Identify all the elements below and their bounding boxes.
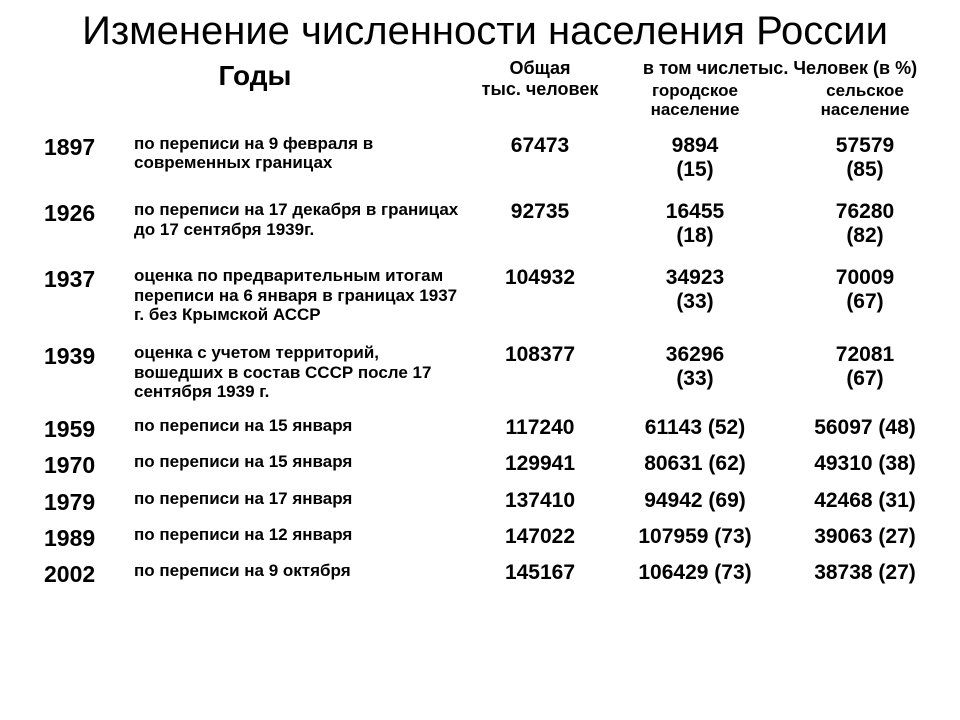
page-title: Изменение численности населения России <box>40 8 930 54</box>
cell-rural: 72081 (67) <box>780 333 950 410</box>
header-rural: сельское население <box>780 79 950 124</box>
cell-rural: 70009 (67) <box>780 256 950 333</box>
cell-year: 2002 <box>40 555 130 591</box>
cell-urban: 9894 (15) <box>610 124 780 190</box>
cell-total: 108377 <box>470 333 610 410</box>
header-split: в том числетыс. Человек (в %) <box>610 58 950 79</box>
cell-desc: оценка с учетом территорий, вошедших в с… <box>130 333 470 410</box>
table-body-bottom: 1959 по переписи на 15 января 117240 611… <box>40 410 950 592</box>
cell-total: 117240 <box>470 410 610 446</box>
cell-year: 1959 <box>40 410 130 446</box>
cell-urban: 107959 (73) <box>610 519 780 555</box>
cell-desc: по переписи на 15 января <box>130 446 470 482</box>
cell-desc: по переписи на 9 октября <box>130 555 470 591</box>
cell-total: 92735 <box>470 190 610 256</box>
header-urban: городское население <box>610 79 780 124</box>
cell-urban: 106429 (73) <box>610 555 780 591</box>
cell-year: 1939 <box>40 333 130 410</box>
cell-desc: по переписи на 15 января <box>130 410 470 446</box>
cell-urban: 34923 (33) <box>610 256 780 333</box>
cell-total: 129941 <box>470 446 610 482</box>
cell-year: 1979 <box>40 483 130 519</box>
cell-desc: оценка по предварительным итогам перепис… <box>130 256 470 333</box>
cell-desc: по переписи на 12 января <box>130 519 470 555</box>
cell-rural: 76280 (82) <box>780 190 950 256</box>
cell-total: 67473 <box>470 124 610 190</box>
table-row: 1937 оценка по предварительным итогам пе… <box>40 256 950 333</box>
page: Изменение численности населения России Г… <box>0 0 960 720</box>
cell-year: 1970 <box>40 446 130 482</box>
cell-desc: по переписи на 17 декабря в границах до … <box>130 190 470 256</box>
table-body-top: 1897 по переписи на 9 февраля в современ… <box>40 124 950 410</box>
cell-rural: 42468 (31) <box>780 483 950 519</box>
cell-rural: 56097 (48) <box>780 410 950 446</box>
table-row: 2002 по переписи на 9 октября 145167 106… <box>40 555 950 591</box>
table-row: 1979 по переписи на 17 января 137410 949… <box>40 483 950 519</box>
cell-year: 1937 <box>40 256 130 333</box>
header-years: Годы <box>40 58 470 124</box>
cell-desc: по переписи на 9 февраля в современных г… <box>130 124 470 190</box>
cell-total: 145167 <box>470 555 610 591</box>
table-header: Годы Общая тыс. человек в том числетыс. … <box>40 58 950 124</box>
cell-urban: 36296 (33) <box>610 333 780 410</box>
cell-year: 1989 <box>40 519 130 555</box>
cell-total: 104932 <box>470 256 610 333</box>
cell-urban: 16455 (18) <box>610 190 780 256</box>
cell-year: 1926 <box>40 190 130 256</box>
cell-urban: 61143 (52) <box>610 410 780 446</box>
cell-urban: 94942 (69) <box>610 483 780 519</box>
table-row: 1959 по переписи на 15 января 117240 611… <box>40 410 950 446</box>
table-row: 1926 по переписи на 17 декабря в граница… <box>40 190 950 256</box>
table-row: 1939 оценка с учетом территорий, вошедши… <box>40 333 950 410</box>
cell-year: 1897 <box>40 124 130 190</box>
cell-urban: 80631 (62) <box>610 446 780 482</box>
cell-rural: 49310 (38) <box>780 446 950 482</box>
table-row: 1897 по переписи на 9 февраля в современ… <box>40 124 950 190</box>
population-table: Годы Общая тыс. человек в том числетыс. … <box>40 58 950 592</box>
cell-rural: 57579 (85) <box>780 124 950 190</box>
cell-rural: 38738 (27) <box>780 555 950 591</box>
table-row: 1989 по переписи на 12 января 147022 107… <box>40 519 950 555</box>
cell-rural: 39063 (27) <box>780 519 950 555</box>
cell-total: 147022 <box>470 519 610 555</box>
table-row: 1970 по переписи на 15 января 129941 806… <box>40 446 950 482</box>
cell-desc: по переписи на 17 января <box>130 483 470 519</box>
cell-total: 137410 <box>470 483 610 519</box>
header-total: Общая тыс. человек <box>470 58 610 124</box>
